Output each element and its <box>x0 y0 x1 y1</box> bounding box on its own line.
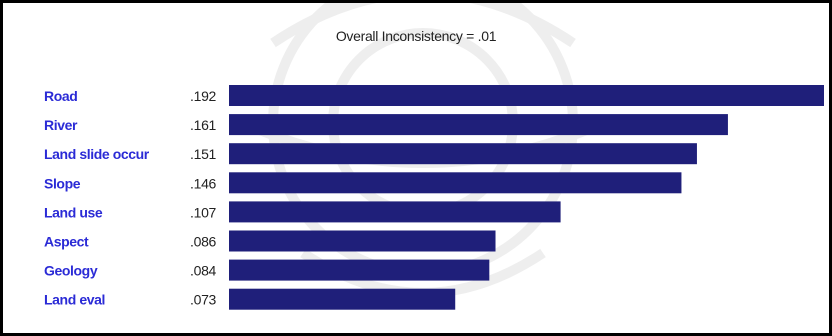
category-label: Geology <box>44 263 98 279</box>
value-label: .146 <box>190 175 217 191</box>
bar-chart: Road .192 River .161 Land slide occur .151 Slo… <box>44 85 824 310</box>
bar <box>229 143 697 165</box>
bar <box>229 230 496 252</box>
value-label: .084 <box>190 263 217 279</box>
value-label: .107 <box>190 204 217 220</box>
value-label: .192 <box>190 88 217 104</box>
category-label: Land slide occur <box>44 146 150 162</box>
category-label: River <box>44 117 78 133</box>
chart-title: Overall Inconsistency = .01 <box>335 28 497 44</box>
value-label: .086 <box>190 234 217 250</box>
bar <box>229 114 728 136</box>
value-label: .161 <box>190 117 217 133</box>
category-label: Road <box>44 88 77 104</box>
category-label: Aspect <box>44 234 89 250</box>
bar <box>229 172 682 194</box>
bar <box>229 201 561 223</box>
bar <box>229 85 824 106</box>
value-label: .073 <box>190 292 217 308</box>
bar <box>229 288 456 310</box>
category-label: Slope <box>44 175 81 191</box>
value-label: .151 <box>190 146 217 162</box>
category-label: Land use <box>44 204 103 220</box>
category-label: Land eval <box>44 292 105 308</box>
bar <box>229 259 490 281</box>
